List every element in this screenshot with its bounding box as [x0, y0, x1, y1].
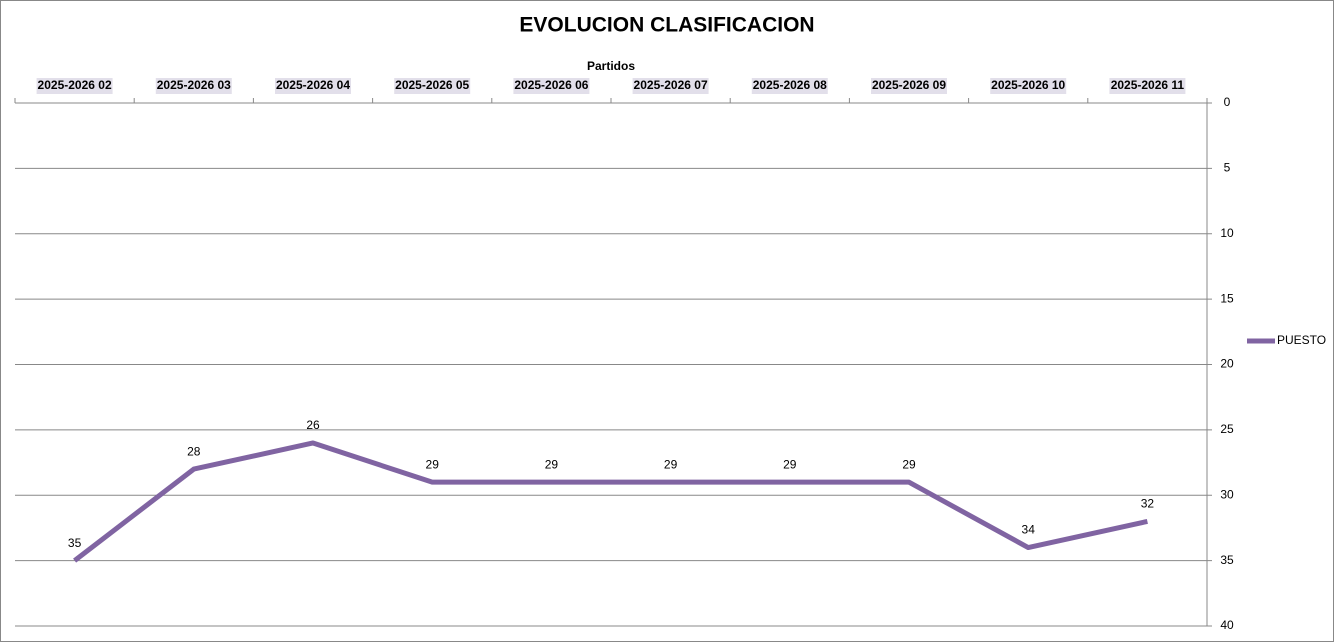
data-label: 34: [1022, 523, 1036, 537]
x-tick-label: 2025-2026 06: [514, 78, 588, 92]
x-tick-label-bg: [394, 78, 471, 94]
x-tick-label-bg: [990, 78, 1067, 94]
y-tick-label: 20: [1220, 357, 1234, 371]
data-label: 29: [902, 457, 916, 471]
data-label: 29: [664, 457, 678, 471]
x-tick-label-bg: [632, 78, 709, 94]
x-tick-label: 2025-2026 05: [395, 78, 469, 92]
x-tick-label: 2025-2026 04: [276, 78, 350, 92]
data-label: 32: [1141, 497, 1155, 511]
series-line: [73, 440, 1148, 563]
data-label: 35: [68, 536, 82, 550]
x-tick-label-bg: [751, 78, 828, 94]
chart-title: EVOLUCION CLASIFICACION: [519, 14, 814, 37]
data-label: 26: [306, 418, 320, 432]
y-tick-label: 35: [1220, 553, 1234, 567]
data-label: 29: [783, 457, 797, 471]
x-tick-label-bg: [513, 78, 590, 94]
x-tick-label-bg: [1109, 78, 1186, 94]
x-axis-label: Partidos: [587, 59, 635, 73]
x-tick-label-bg: [275, 78, 351, 94]
y-tick-label: 15: [1220, 291, 1234, 305]
x-tick-label: 2025-2026 08: [753, 78, 827, 92]
x-tick-label-bg: [155, 78, 232, 94]
x-tick-label: 2025-2026 10: [991, 78, 1065, 92]
data-label: 29: [545, 457, 559, 471]
x-tick-label: 2025-2026 03: [157, 78, 231, 92]
data-label: 29: [426, 457, 440, 471]
x-tick-label: 2025-2026 07: [634, 78, 708, 92]
x-tick-label-bg: [36, 78, 113, 94]
x-tick-label: 2025-2026 02: [38, 78, 112, 92]
y-tick-label: 25: [1220, 422, 1234, 436]
x-tick-label: 2025-2026 11: [1111, 78, 1185, 92]
y-tick-label: 30: [1220, 487, 1234, 501]
y-tick-label: 40: [1220, 618, 1234, 632]
x-tick-label-bg: [871, 78, 947, 94]
y-tick-label: 5: [1224, 161, 1231, 175]
y-tick-label: 10: [1220, 226, 1234, 240]
data-label: 28: [187, 444, 201, 458]
y-tick-label: 0: [1224, 95, 1231, 109]
legend-label: PUESTO: [1277, 333, 1326, 347]
x-tick-label: 2025-2026 09: [872, 78, 946, 92]
